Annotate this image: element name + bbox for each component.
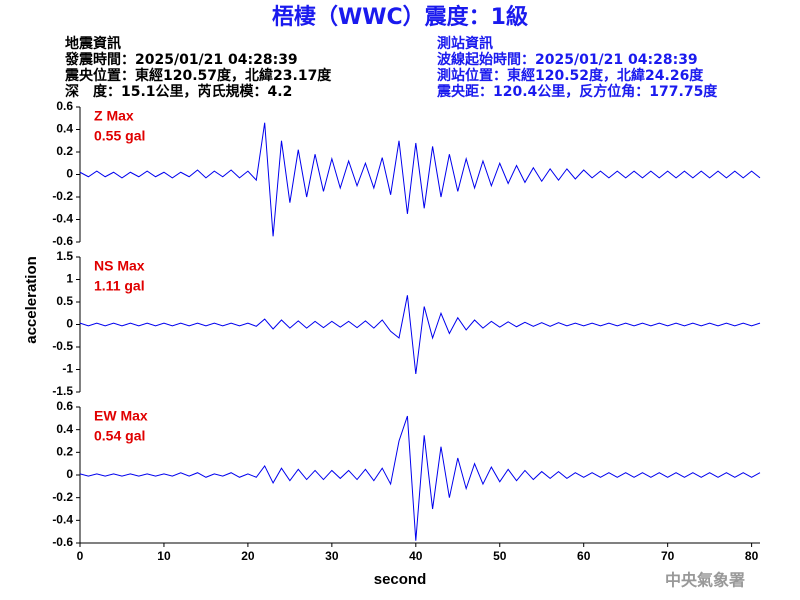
y-tick-label: -0.2: [52, 490, 73, 504]
y-tick-label: 0.2: [56, 144, 73, 158]
info-line: 震央位置：東經120.57度，北緯23.17度: [64, 67, 332, 84]
x-tick-label: 70: [661, 549, 675, 563]
waveform: [79, 415, 761, 541]
y-tick-label: 1.5: [56, 249, 73, 263]
y-tick-label: -1: [62, 362, 73, 376]
y-tick-label: -0.4: [52, 212, 73, 226]
x-tick-label: 30: [325, 549, 339, 563]
annotation: 1.11 gal: [94, 278, 145, 294]
annotation: Z Max: [94, 108, 134, 124]
footer: 中央氣象署: [665, 571, 745, 590]
annotation: 0.54 gal: [94, 428, 145, 444]
y-tick-label: 0.4: [56, 122, 73, 136]
y-tick-label: -0.5: [52, 339, 73, 353]
info-line: 地震資訊: [65, 35, 121, 52]
chart-title: 梧棲（WWC）震度：1級: [272, 4, 528, 30]
y-tick-label: 0: [66, 317, 73, 331]
x-axis-label: second: [374, 571, 427, 588]
waveform: [79, 122, 761, 237]
y-tick-label: 0.4: [56, 422, 73, 436]
info-line: 測站資訊: [437, 35, 493, 52]
y-tick-label: -1.5: [52, 384, 73, 398]
annotation: EW Max: [94, 408, 148, 424]
y-tick-label: 0.6: [56, 399, 73, 413]
x-tick-label: 0: [77, 549, 84, 563]
y-tick-label: -0.6: [52, 234, 73, 248]
y-tick-label: -0.6: [52, 535, 73, 549]
y-tick-label: 0: [66, 167, 73, 181]
x-tick-label: 60: [577, 549, 591, 563]
info-line: 波線起始時間：2025/01/21 04:28:39: [437, 51, 698, 68]
y-tick-label: 1: [66, 272, 73, 286]
info-line: 測站位置：東經120.52度，北緯24.26度: [437, 67, 704, 84]
y-tick-label: -0.2: [52, 189, 73, 203]
annotation: NS Max: [94, 258, 145, 274]
waveform: [79, 295, 761, 375]
y-tick-label: 0.2: [56, 445, 73, 459]
y-axis-label: acceleration: [23, 256, 40, 344]
y-tick-label: 0.5: [56, 294, 73, 308]
x-tick-label: 20: [241, 549, 255, 563]
info-line: 深 度：15.1公里，芮氏規模：4.2: [65, 83, 292, 100]
x-tick-label: 50: [493, 549, 507, 563]
annotation: 0.55 gal: [94, 128, 145, 144]
y-tick-label: -0.4: [52, 513, 73, 527]
x-tick-label: 80: [745, 549, 759, 563]
info-line: 震央距：120.4公里，反方位角：177.75度: [436, 83, 718, 100]
x-tick-label: 40: [409, 549, 423, 563]
y-tick-label: 0.6: [56, 99, 73, 113]
info-line: 發震時間：2025/01/21 04:28:39: [64, 51, 298, 68]
x-tick-label: 10: [157, 549, 171, 563]
y-tick-label: 0: [66, 467, 73, 481]
